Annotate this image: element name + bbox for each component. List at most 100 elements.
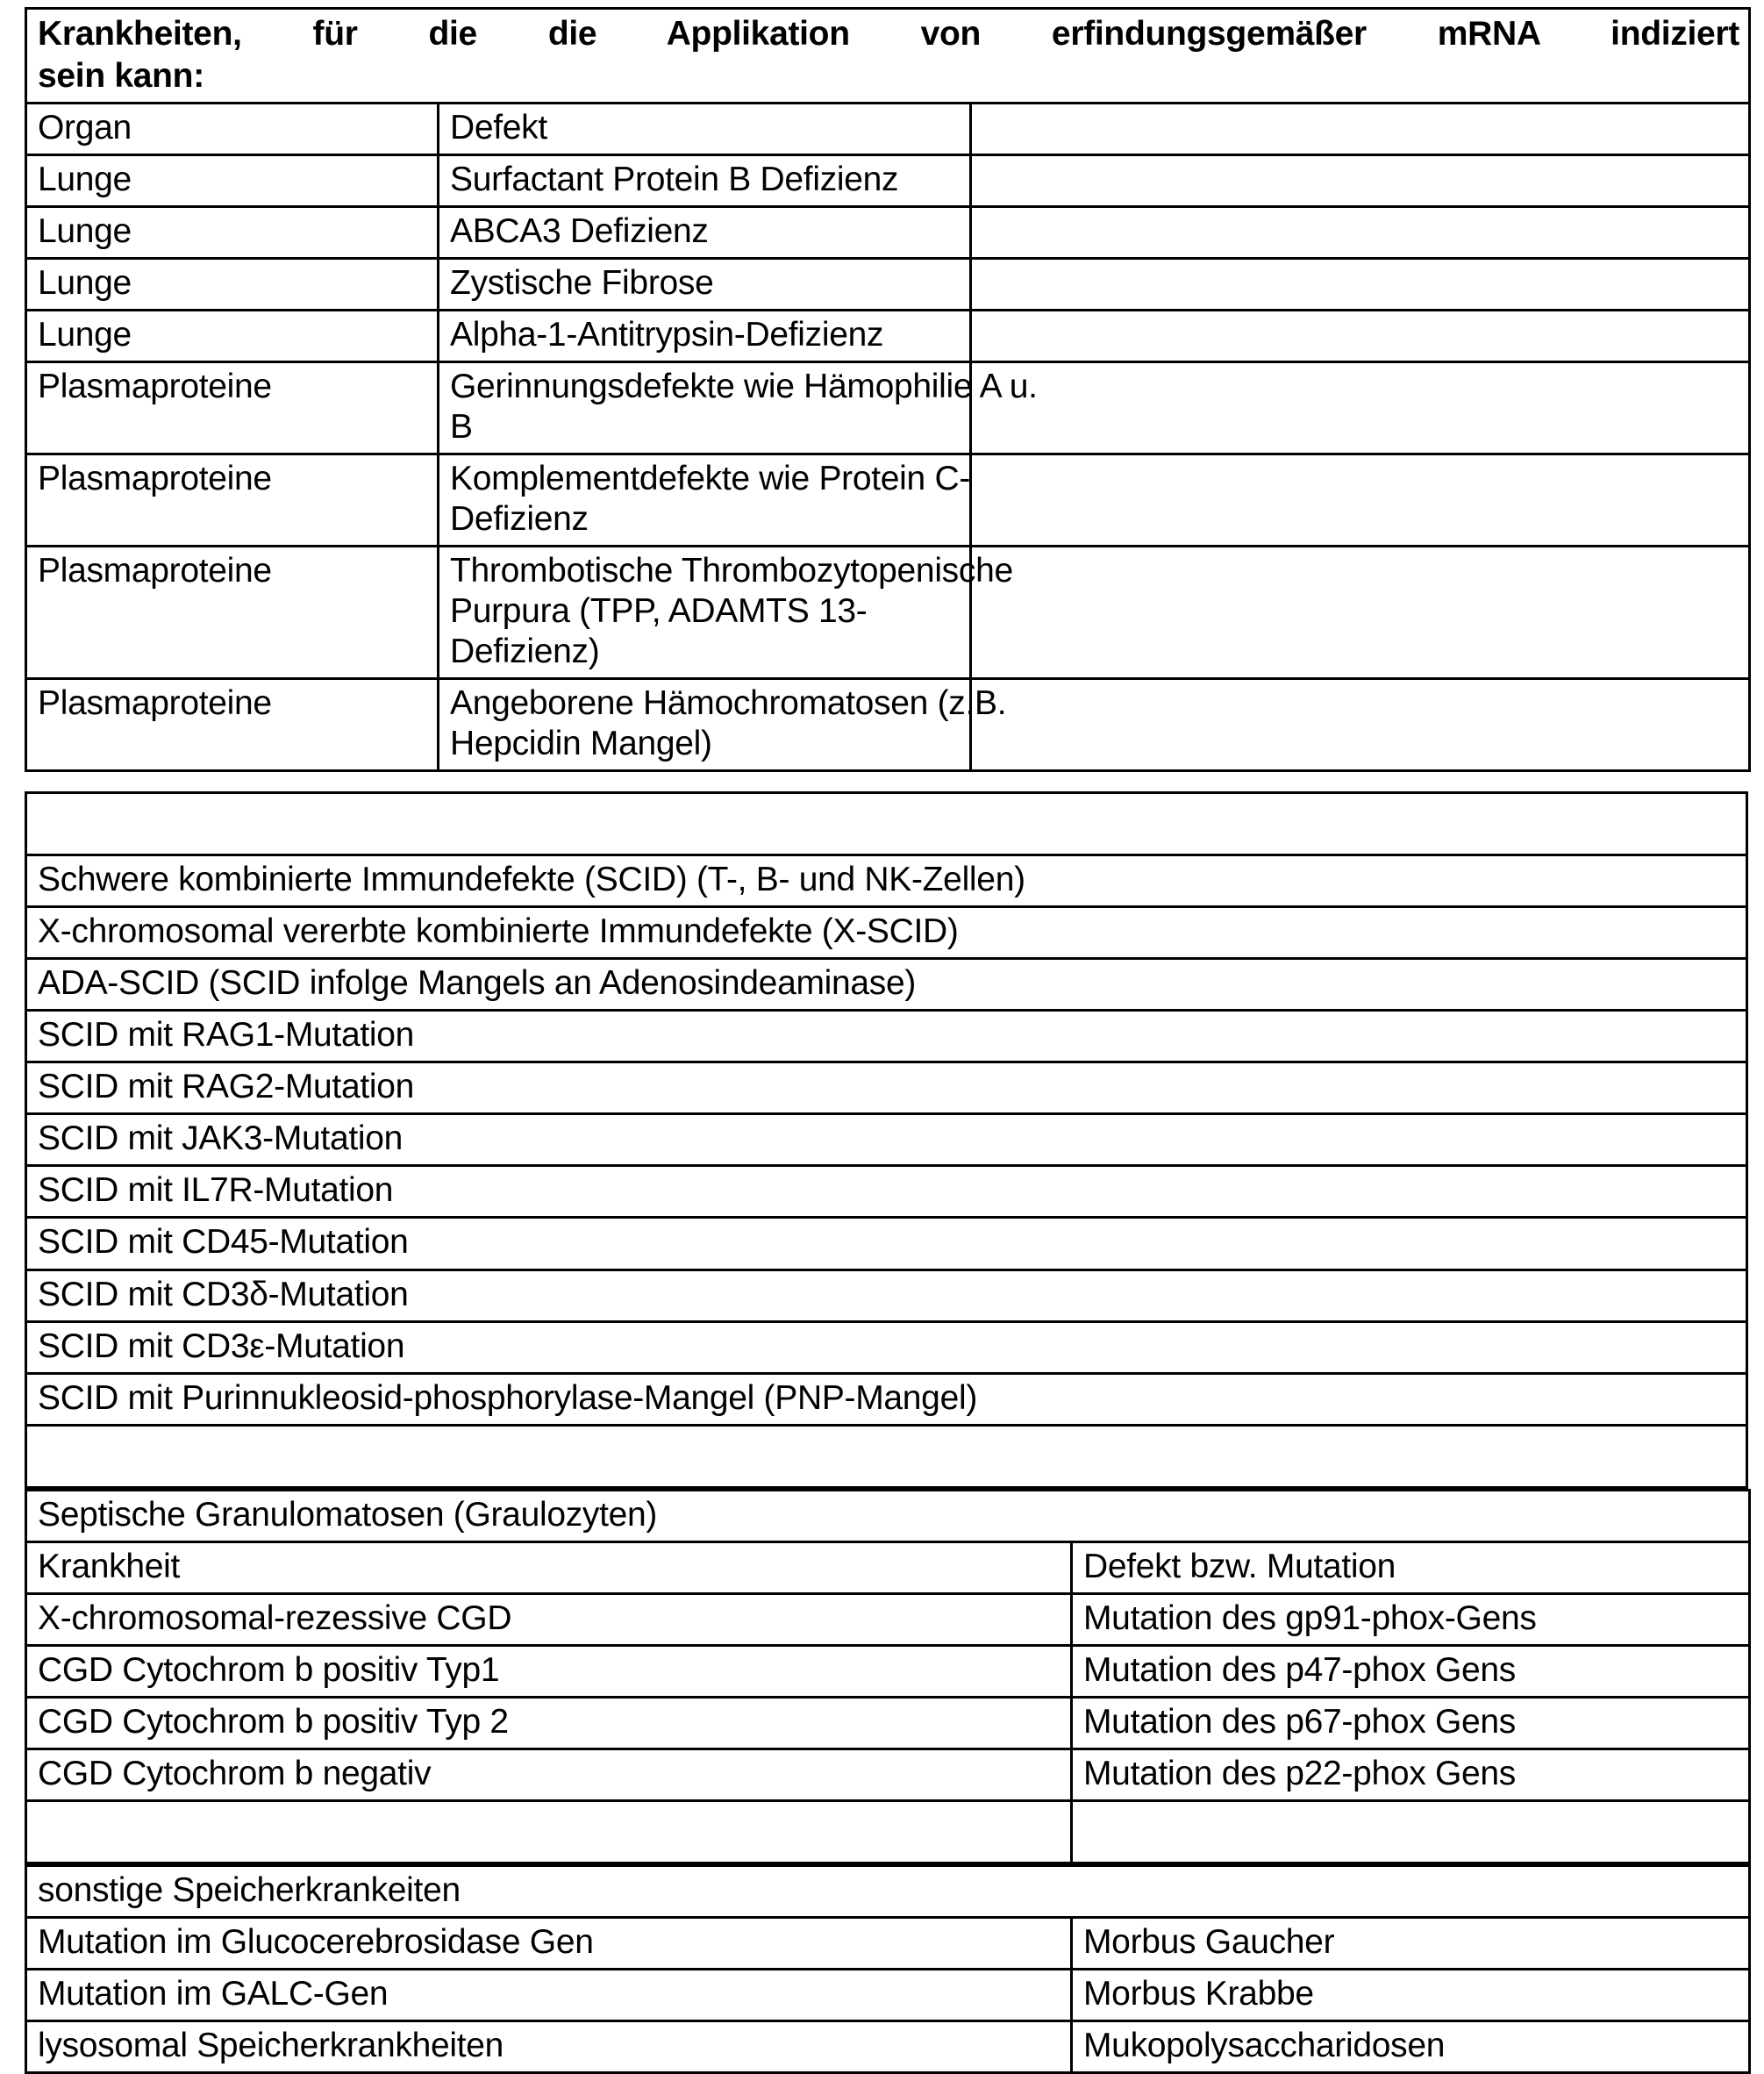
table-row: CGD Cytochrom b negativ Mutation des p22…	[26, 1749, 1750, 1800]
table-row: Lunge Alpha-1-Antitrypsin-Defizienz	[26, 311, 1750, 362]
cell-defekt: Thrombotische Thrombozytopenische Purpur…	[439, 547, 971, 679]
header-organ: Organ	[26, 104, 439, 155]
table-row: Lunge ABCA3 Defizienz	[26, 207, 1750, 259]
cell-third	[971, 454, 1750, 547]
table-row: Lunge Surfactant Protein B Defizienz	[26, 155, 1750, 207]
table-row: Plasmaproteine Angeborene Hämochromatose…	[26, 679, 1750, 771]
list-item: X-chromosomal vererbte kombinierte Immun…	[26, 907, 1747, 959]
cell-third	[971, 155, 1750, 207]
document-page: Krankheiten, für die die Applikation von…	[0, 0, 1764, 1908]
table-row: CGD Cytochrom b positiv Typ1 Mutation de…	[26, 1645, 1750, 1697]
cell-disease: Mukopolysaccharidosen	[1072, 2020, 1750, 2072]
table-row: CGD Cytochrom b positiv Typ 2 Mutation d…	[26, 1697, 1750, 1749]
defekt-line-1: Thrombotische Thrombozytopenische	[450, 551, 961, 591]
cell-organ: Lunge	[26, 207, 439, 259]
table-row: Plasmaproteine Gerinnungsdefekte wie Häm…	[26, 362, 1750, 454]
scid-label: SCID mit IL7R-Mutation	[26, 1166, 1747, 1218]
scid-label: ADA-SCID (SCID infolge Mangels an Adenos…	[26, 959, 1747, 1011]
storage-section-title: sonstige Speicherkrankeiten	[26, 1865, 1750, 1917]
section-title-row: sonstige Speicherkrankeiten	[26, 1865, 1750, 1917]
cell-mutation-gene: Mutation im GALC-Gen	[26, 1969, 1072, 2020]
list-item: SCID mit CD45-Mutation	[26, 1218, 1747, 1269]
table-row: Plasmaproteine Thrombotische Thrombozyto…	[26, 547, 1750, 679]
cell-third	[971, 259, 1750, 311]
list-item: ADA-SCID (SCID infolge Mangels an Adenos…	[26, 959, 1747, 1011]
spacer-cell	[26, 1425, 1747, 1487]
defekt-line-2: B	[450, 407, 961, 447]
list-item: SCID mit Purinnukleosid-phosphorylase-Ma…	[26, 1373, 1747, 1425]
scid-label: SCID mit CD3δ-Mutation	[26, 1269, 1747, 1321]
list-item: SCID mit JAK3-Mutation	[26, 1114, 1747, 1166]
cell-disease: Morbus Krabbe	[1072, 1969, 1750, 2020]
section-gap	[25, 772, 1748, 791]
cell-third	[971, 207, 1750, 259]
defekt-line-1: Angeborene Hämochromatosen (z.B.	[450, 683, 961, 724]
cell-krankheit: CGD Cytochrom b positiv Typ1	[26, 1645, 1072, 1697]
list-item: SCID mit CD3ε-Mutation	[26, 1321, 1747, 1373]
table-header-row: Krankheit Defekt bzw. Mutation	[26, 1541, 1750, 1593]
cell-defekt: Zystische Fibrose	[439, 259, 971, 311]
list-item: SCID mit RAG1-Mutation	[26, 1011, 1747, 1062]
header-defekt: Defekt	[439, 104, 971, 155]
title-line-2: sein kann:	[38, 55, 1739, 97]
scid-label: Schwere kombinierte Immundefekte (SCID) …	[26, 855, 1747, 907]
cell-defekt: Komplementdefekte wie Protein C- Defizie…	[439, 454, 971, 547]
organ-defect-table: Krankheiten, für die die Applikation von…	[25, 7, 1751, 772]
scid-label: SCID mit RAG1-Mutation	[26, 1011, 1747, 1062]
scid-label: SCID mit JAK3-Mutation	[26, 1114, 1747, 1166]
list-item: Schwere kombinierte Immundefekte (SCID) …	[26, 855, 1747, 907]
defekt-line-2: Purpura (TPP, ADAMTS 13-Defizienz)	[450, 591, 961, 672]
cell-third	[971, 679, 1750, 771]
cell-disease: Morbus Gaucher	[1072, 1917, 1750, 1969]
cell-organ: Plasmaproteine	[26, 454, 439, 547]
header-defekt-mutation: Defekt bzw. Mutation	[1072, 1541, 1750, 1593]
table-row: Lunge Zystische Fibrose	[26, 259, 1750, 311]
cell-mutation: Mutation des p67-phox Gens	[1072, 1697, 1750, 1749]
cell-organ: Lunge	[26, 259, 439, 311]
spacer-row	[26, 1425, 1747, 1487]
page-title: Krankheiten, für die die Applikation von…	[26, 9, 1750, 104]
cell-mutation-gene: lysosomal Speicherkrankheiten	[26, 2020, 1072, 2072]
cell-third	[971, 311, 1750, 362]
defekt-line-1: Komplementdefekte wie Protein C-	[450, 459, 961, 499]
cgd-table: Septische Granulomatosen (Graulozyten) K…	[25, 1489, 1751, 1864]
table-title-row: Krankheiten, für die die Applikation von…	[26, 9, 1750, 104]
scid-label: SCID mit Purinnukleosid-phosphorylase-Ma…	[26, 1373, 1747, 1425]
cell-defekt: Gerinnungsdefekte wie Hämophilie A u. B	[439, 362, 971, 454]
section-title-row: Septische Granulomatosen (Graulozyten)	[26, 1490, 1750, 1541]
spacer-row	[26, 793, 1747, 855]
table-row: Mutation im GALC-Gen Morbus Krabbe	[26, 1969, 1750, 2020]
cell-third	[971, 547, 1750, 679]
cell-krankheit: CGD Cytochrom b negativ	[26, 1749, 1072, 1800]
cell-mutation: Mutation des p22-phox Gens	[1072, 1749, 1750, 1800]
cell-defekt: Surfactant Protein B Defizienz	[439, 155, 971, 207]
table-header-row: Organ Defekt	[26, 104, 1750, 155]
scid-table: Schwere kombinierte Immundefekte (SCID) …	[25, 791, 1748, 1488]
storage-disease-table: sonstige Speicherkrankeiten Mutation im …	[25, 1864, 1751, 2074]
scid-label: SCID mit CD3ε-Mutation	[26, 1321, 1747, 1373]
spacer-cell-left	[26, 1800, 1072, 1863]
list-item: SCID mit RAG2-Mutation	[26, 1062, 1747, 1114]
cell-organ: Plasmaproteine	[26, 547, 439, 679]
cell-organ: Plasmaproteine	[26, 362, 439, 454]
cell-defekt: Alpha-1-Antitrypsin-Defizienz	[439, 311, 971, 362]
table-row: Mutation im Glucocerebrosidase Gen Morbu…	[26, 1917, 1750, 1969]
scid-label: SCID mit RAG2-Mutation	[26, 1062, 1747, 1114]
spacer-row	[26, 1800, 1750, 1863]
cell-organ: Lunge	[26, 155, 439, 207]
spacer-cell-right	[1072, 1800, 1750, 1863]
cell-krankheit: X-chromosomal-rezessive CGD	[26, 1593, 1072, 1645]
cell-organ: Lunge	[26, 311, 439, 362]
list-item: SCID mit IL7R-Mutation	[26, 1166, 1747, 1218]
defekt-line-1: Gerinnungsdefekte wie Hämophilie A u.	[450, 367, 961, 407]
cgd-section-title: Septische Granulomatosen (Graulozyten)	[26, 1490, 1750, 1541]
table-row: lysosomal Speicherkrankheiten Mukopolysa…	[26, 2020, 1750, 2072]
cell-defekt: Angeborene Hämochromatosen (z.B. Hepcidi…	[439, 679, 971, 771]
cell-defekt: ABCA3 Defizienz	[439, 207, 971, 259]
cell-third	[971, 362, 1750, 454]
cell-organ: Plasmaproteine	[26, 679, 439, 771]
cell-mutation: Mutation des p47-phox Gens	[1072, 1645, 1750, 1697]
cell-mutation-gene: Mutation im Glucocerebrosidase Gen	[26, 1917, 1072, 1969]
scid-label: SCID mit CD45-Mutation	[26, 1218, 1747, 1269]
table-row: Plasmaproteine Komplementdefekte wie Pro…	[26, 454, 1750, 547]
